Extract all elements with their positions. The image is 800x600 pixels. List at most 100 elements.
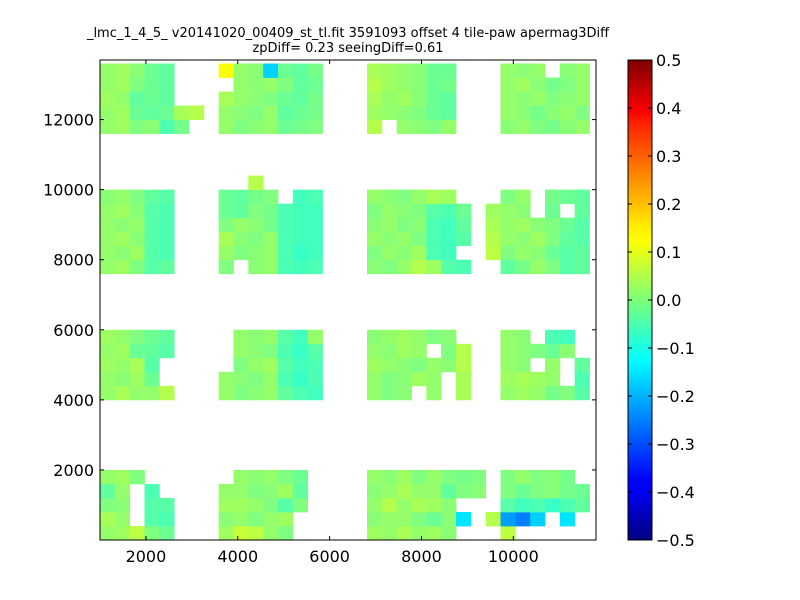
heatmap-cell bbox=[129, 203, 145, 219]
heatmap-cell bbox=[278, 91, 294, 106]
heatmap-cell bbox=[114, 511, 131, 527]
heatmap-cell bbox=[559, 259, 576, 275]
heatmap-cell bbox=[129, 357, 145, 373]
heatmap-cell bbox=[233, 217, 249, 233]
heatmap-cell bbox=[500, 203, 516, 219]
heatmap-cell bbox=[426, 371, 442, 387]
heatmap-cell bbox=[574, 63, 590, 78]
heatmap-cell bbox=[441, 343, 457, 359]
heatmap-cell bbox=[574, 259, 590, 275]
plot-frame bbox=[99, 59, 597, 541]
heatmap-cell bbox=[500, 483, 516, 499]
heatmap-cell bbox=[114, 343, 131, 359]
heatmap-cell bbox=[545, 357, 561, 373]
heatmap-cell bbox=[263, 329, 279, 345]
heatmap-cell bbox=[100, 119, 116, 134]
colorbar-tick-label: 0.3 bbox=[656, 147, 681, 166]
heatmap-cell bbox=[396, 63, 412, 78]
colorbar-tick-label: −0.5 bbox=[656, 531, 695, 550]
heatmap-cell bbox=[100, 343, 116, 359]
heatmap-cell bbox=[367, 63, 383, 78]
heatmap-cell bbox=[411, 497, 427, 513]
heatmap-cell bbox=[233, 91, 249, 106]
heatmap-cell bbox=[456, 203, 472, 219]
heatmap-cell bbox=[278, 231, 294, 247]
heatmap-cell bbox=[129, 385, 145, 401]
heatmap-cell bbox=[545, 469, 561, 485]
heatmap-cell bbox=[367, 343, 383, 359]
heatmap-cell bbox=[159, 497, 175, 513]
heatmap-cell bbox=[144, 483, 160, 499]
heatmap-cell bbox=[218, 525, 234, 541]
heatmap-cell bbox=[114, 63, 131, 78]
heatmap-cell bbox=[233, 511, 249, 527]
heatmap-cell bbox=[500, 231, 516, 247]
colorbar-tick-label: −0.1 bbox=[656, 339, 695, 358]
heatmap-cell bbox=[263, 259, 279, 275]
heatmap-cell bbox=[218, 63, 234, 78]
heatmap-cell bbox=[441, 497, 457, 513]
heatmap-cell bbox=[396, 329, 412, 345]
heatmap-cell bbox=[515, 329, 531, 345]
heatmap-cell bbox=[144, 245, 160, 261]
heatmap-cell bbox=[367, 217, 383, 233]
heatmap-cell bbox=[367, 231, 383, 247]
heatmap-cell bbox=[159, 91, 175, 106]
heatmap-cell bbox=[574, 91, 590, 106]
heatmap-cell bbox=[218, 217, 234, 233]
heatmap-cell bbox=[248, 357, 264, 373]
heatmap-cell bbox=[248, 231, 264, 247]
heatmap-cell bbox=[233, 119, 249, 134]
heatmap-cell bbox=[559, 63, 576, 78]
heatmap-cell bbox=[500, 469, 516, 485]
heatmap-cell bbox=[456, 357, 472, 373]
heatmap-cell bbox=[515, 259, 531, 275]
heatmap-cell bbox=[515, 511, 531, 527]
heatmap-cell bbox=[218, 483, 234, 499]
heatmap-cell bbox=[114, 91, 131, 106]
heatmap-cell bbox=[100, 189, 116, 205]
heatmap-cell bbox=[159, 231, 175, 247]
heatmap-cell bbox=[411, 63, 427, 78]
heatmap-cell bbox=[396, 245, 412, 261]
heatmap-cell bbox=[100, 329, 116, 345]
heatmap-cell bbox=[411, 105, 427, 120]
heatmap-cell bbox=[456, 217, 472, 233]
heatmap-cell bbox=[530, 469, 546, 485]
chart-subtitle: zpDiff= 0.23 seeingDiff=0.61 bbox=[252, 41, 443, 56]
heatmap-cell bbox=[278, 483, 294, 499]
heatmap-cell bbox=[426, 63, 442, 78]
heatmap-cell bbox=[545, 329, 561, 345]
heatmap-cell bbox=[530, 105, 546, 120]
heatmap-cell bbox=[159, 385, 175, 401]
heatmap-cell bbox=[426, 91, 442, 106]
heatmap-cell bbox=[530, 231, 546, 247]
heatmap-cell bbox=[530, 217, 546, 233]
heatmap-cell bbox=[426, 483, 442, 499]
y-tick-label: 8000 bbox=[53, 251, 94, 270]
heatmap-cell bbox=[441, 511, 457, 527]
heatmap-cell bbox=[381, 371, 398, 387]
heatmap-cell bbox=[441, 203, 457, 219]
heatmap-cell bbox=[545, 91, 561, 106]
heatmap-cell bbox=[159, 77, 175, 92]
heatmap-cell bbox=[500, 357, 516, 373]
heatmap-cell bbox=[381, 203, 398, 219]
heatmap-cell bbox=[545, 497, 561, 513]
heatmap-cell bbox=[114, 189, 131, 205]
heatmap-cell bbox=[278, 371, 294, 387]
heatmap-cell bbox=[515, 105, 531, 120]
heatmap-cell bbox=[515, 77, 531, 92]
heatmap-cell bbox=[574, 371, 590, 387]
heatmap-cell bbox=[100, 231, 116, 247]
heatmap-cell bbox=[307, 77, 323, 92]
heatmap-cell bbox=[159, 343, 175, 359]
heatmap-cell bbox=[263, 77, 279, 92]
heatmap-cell bbox=[456, 511, 472, 527]
heatmap-cell bbox=[114, 329, 131, 345]
heatmap-cell bbox=[515, 357, 531, 373]
heatmap-cell bbox=[381, 357, 398, 373]
heatmap-cell bbox=[248, 371, 264, 387]
heatmap-cell bbox=[248, 119, 264, 134]
heatmap-cell bbox=[559, 483, 576, 499]
